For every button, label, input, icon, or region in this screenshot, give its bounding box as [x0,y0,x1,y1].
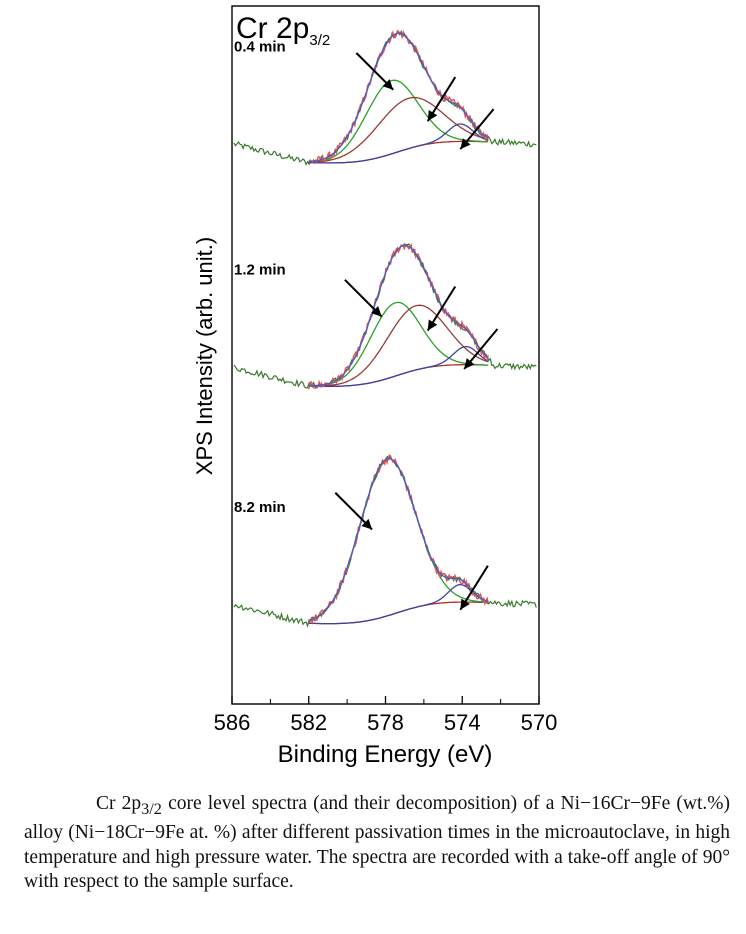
x-tick-label: 570 [521,710,558,735]
figure-caption: Cr 2p3/2 core level spectra (and their d… [24,792,730,895]
y-axis-label: XPS Intensity (arb. unit.) [192,237,217,475]
caption-segment: Cr 2p [96,793,142,814]
metallic-component-line [308,123,489,164]
metallic-component-line [308,345,489,387]
chart-title: Cr 2p3/2 [236,12,330,49]
panel-label: 1.2 min [234,262,286,279]
raw-spectrum-line [233,29,537,166]
caption-segment: core level spectra (and their decomposit… [24,793,730,893]
x-tick-label: 582 [290,710,327,735]
peak-arrow-head [427,110,438,122]
peak-arrow-head [382,79,394,90]
envelope-fit-line [308,244,489,387]
envelope-fit-line [308,457,489,622]
caption-text: Cr 2p3/2 core level spectra (and their d… [24,793,730,892]
raw-spectrum-line [233,454,537,629]
oxide-component-line [308,79,489,163]
peak-arrow-head [361,518,373,530]
x-axis: 586 582 578 574 570 [214,696,558,735]
x-tick-label: 586 [214,710,251,735]
x-axis-label: Binding Energy (eV) [278,741,493,768]
x-tick-label: 574 [444,710,481,735]
peak-arrow-head [464,358,475,369]
hydroxide-component-line [308,304,489,387]
caption-subscript: 3/2 [141,799,162,818]
panel-label: 0.4 min [234,38,286,55]
peak-arrow-head [460,138,471,150]
hydroxide-component-line [308,96,489,163]
oxide-component-line [308,301,489,387]
metallic-component-line [308,583,489,625]
peak-arrow-head [371,306,382,317]
envelope-fit-line [308,32,489,163]
plot-area: 0.4 min 1.2 min 8.2 min [233,29,537,629]
experimental-spectrum-line [308,29,489,164]
peak-arrow-head [427,319,438,331]
x-tick-label: 578 [367,710,404,735]
experimental-spectrum-line [308,242,489,390]
panel-label: 8.2 min [234,499,286,516]
peak-arrow-head [460,598,470,610]
xps-figure: 0.4 min 1.2 min 8.2 min Cr 2p3/2 586 582 578… [192,5,558,768]
